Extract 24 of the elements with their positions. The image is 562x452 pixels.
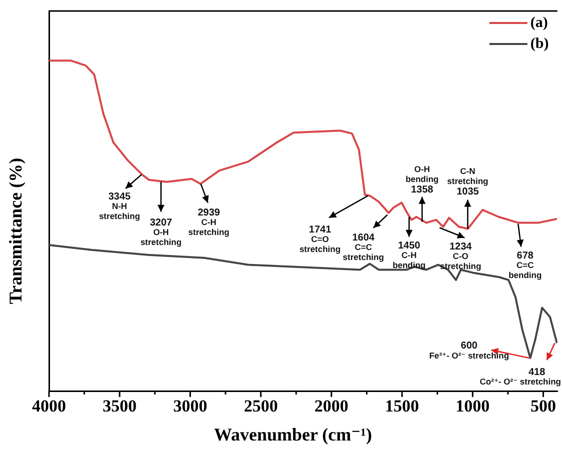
- annotation: 1234 C-O stretching: [440, 242, 482, 272]
- x-axis-title: Wavenumber (cm⁻¹): [214, 424, 372, 445]
- annotation: C-N stretching 1035: [447, 166, 488, 198]
- annotation: 3345 N-H stretching: [98, 191, 140, 221]
- annotation: 418 Co²⁺- O²⁻ stretching: [480, 366, 562, 386]
- annotation: 600 Fe³⁺- O²⁻ stretching: [429, 340, 510, 360]
- legend-label: (a): [530, 14, 548, 31]
- y-axis-title: Transmittance (%): [6, 158, 26, 304]
- x-tick-label: 4000: [32, 396, 66, 416]
- x-tick-label: 1500: [385, 396, 420, 416]
- annotation: O-H bending 1358: [406, 164, 439, 196]
- legend-label: (b): [530, 36, 549, 52]
- x-tick-label: 2000: [314, 396, 348, 416]
- x-tick-label: 1000: [456, 396, 490, 416]
- x-tick-label: 3500: [102, 396, 137, 416]
- annotation: 678 C=C bending: [508, 250, 542, 280]
- annotation: 1450 C-H bending: [392, 240, 426, 270]
- x-tick-label: 500: [530, 396, 556, 416]
- annotation: 3207 O-H stretching: [140, 218, 182, 248]
- x-tick-label: 2500: [244, 396, 278, 416]
- annotation: 2939 C-H stretching: [188, 208, 230, 238]
- annotation: 1741 C=O stretching: [299, 224, 341, 254]
- x-tick-label: 3000: [173, 396, 208, 416]
- annotation: 1604 C=C stretching: [342, 232, 384, 262]
